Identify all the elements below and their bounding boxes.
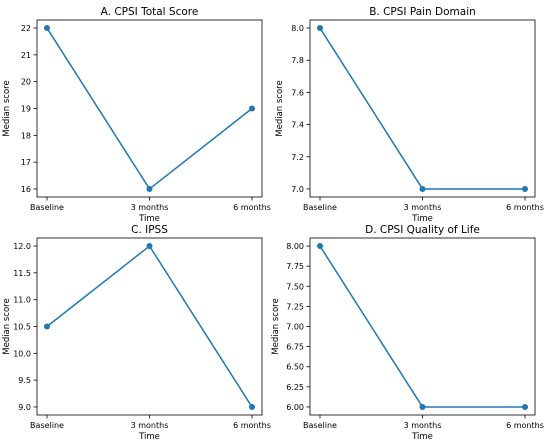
- y-tick-label: 6.75: [286, 343, 304, 352]
- y-tick-label: 6.00: [286, 403, 304, 412]
- x-tick-label: 6 months: [233, 421, 271, 430]
- plot-area-frame: [36, 19, 263, 198]
- plot-area-frame: [309, 237, 536, 416]
- y-tick-label: 16: [21, 185, 31, 194]
- data-point: [249, 105, 255, 112]
- y-tick-label: 7.0: [291, 185, 304, 194]
- y-axis-label: Median score: [2, 80, 12, 136]
- series-line: [46, 244, 253, 408]
- y-axis-label: Median score: [2, 298, 12, 354]
- y-tick-label: 8.0: [291, 24, 304, 33]
- x-axis-label: Time: [411, 432, 433, 441]
- y-tick-label: 12.0: [13, 242, 31, 251]
- x-axis-label: Time: [138, 214, 160, 224]
- y-tick-label: 7.75: [286, 262, 304, 271]
- chart-title: C. IPSS: [131, 224, 168, 236]
- y-tick-label: 8.00: [286, 242, 304, 251]
- y-tick-label: 7.50: [286, 282, 304, 291]
- x-tick-label: 3 months: [404, 203, 442, 212]
- chart-panel-1: B. CPSI Pain Domain 7.0 7.2 7.4 7.6 7.8 8.0 Bas…: [275, 6, 544, 224]
- data-point: [44, 25, 50, 32]
- data-point: [44, 323, 50, 330]
- chart-panel-2: C. IPSS 9.0 9.5 10.0 10.5 11.0 11.5 12.0 Baselin…: [2, 224, 271, 441]
- y-tick-label: 7.4: [291, 121, 304, 130]
- data-point: [522, 403, 528, 410]
- chart-title: D. CPSI Quality of Life: [365, 224, 480, 236]
- y-tick-label: 9.0: [18, 403, 31, 412]
- y-tick-label: 6.50: [286, 363, 304, 372]
- data-point: [249, 403, 255, 410]
- data-point: [522, 185, 528, 192]
- x-tick-label: 6 months: [506, 421, 544, 430]
- series-line: [319, 27, 525, 190]
- series-line: [319, 245, 525, 408]
- y-tick-label: 22: [21, 24, 31, 33]
- x-tick-label: 3 months: [404, 421, 442, 430]
- x-tick-label: Baseline: [303, 203, 337, 212]
- y-tick-label: 7.8: [291, 56, 304, 65]
- x-tick-label: Baseline: [30, 203, 64, 212]
- x-tick-label: Baseline: [303, 421, 337, 430]
- x-axis-label: Time: [411, 214, 433, 224]
- y-tick-label: 7.25: [286, 302, 304, 311]
- chart-panel-0: A. CPSI Total Score 16 17 18 19 20 21 22 Baselin…: [2, 6, 271, 224]
- y-tick-label: 21: [21, 51, 31, 60]
- chart-panel-3: D. CPSI Quality of Life 6.00 6.25 6.50 6.75 7…: [271, 224, 544, 441]
- y-axis-label: Median score: [275, 80, 285, 136]
- y-axis-label: Median score: [271, 298, 281, 354]
- chart-title: B. CPSI Pain Domain: [369, 6, 476, 18]
- y-tick-label: 9.5: [18, 376, 31, 385]
- x-tick-label: 3 months: [131, 203, 169, 212]
- data-point: [419, 185, 426, 192]
- y-tick-label: 7.00: [286, 323, 304, 332]
- plot-area-frame: [309, 19, 536, 198]
- y-tick-label: 18: [21, 131, 31, 140]
- x-tick-label: Baseline: [30, 421, 64, 430]
- series-line: [46, 27, 253, 191]
- chart-title: A. CPSI Total Score: [101, 6, 199, 18]
- data-point: [146, 243, 153, 250]
- y-tick-label: 6.25: [286, 383, 304, 392]
- x-tick-label: 6 months: [233, 203, 271, 212]
- data-point: [146, 185, 153, 192]
- y-tick-label: 17: [21, 158, 31, 167]
- x-tick-label: 3 months: [131, 421, 169, 430]
- y-tick-label: 11.5: [13, 269, 31, 278]
- y-tick-label: 7.2: [291, 153, 304, 162]
- y-tick-label: 19: [21, 105, 31, 114]
- y-tick-label: 20: [21, 78, 31, 87]
- data-point: [317, 25, 323, 32]
- data-point: [317, 243, 323, 250]
- data-point: [419, 403, 426, 410]
- plot-area-frame: [36, 237, 263, 416]
- y-tick-label: 10.5: [13, 323, 31, 332]
- y-tick-label: 10.0: [13, 349, 31, 358]
- x-tick-label: 6 months: [506, 203, 544, 212]
- y-tick-label: 7.6: [291, 88, 304, 97]
- y-tick-label: 11.0: [13, 296, 31, 305]
- x-axis-label: Time: [138, 432, 160, 441]
